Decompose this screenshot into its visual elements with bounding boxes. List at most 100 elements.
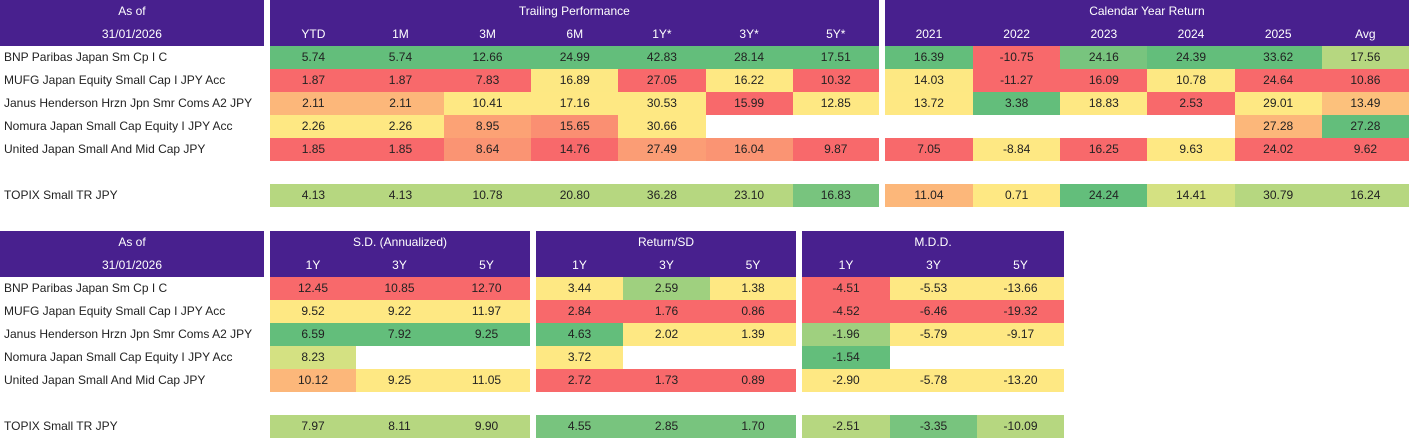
col-header-mdd: 1Y [802,254,890,277]
calendar-value: 24.39 [1147,46,1235,69]
trailing-value [705,115,793,138]
sd-value: 9.90 [443,415,530,438]
trailing-value: 27.05 [618,69,706,92]
perf-header-columns: 31/01/2026 YTD 1M 3M 6M 1Y* 3Y* 5Y* 2021 2022 202… [0,23,1409,46]
trailing-value: 20.80 [531,184,619,207]
col-header-trailing: YTD [269,23,357,46]
trailing-value: 2.26 [356,115,444,138]
trailing-value: 9.87 [792,138,879,161]
return-sd-value: 1.38 [710,277,796,300]
calendar-value: 18.83 [1060,92,1148,115]
return-sd-value [710,346,796,369]
benchmark-row: TOPIX Small TR JPY 4.13 4.13 10.78 20.80 36.2… [0,184,1409,207]
perf-header-groups: As of Trailing Performance Calendar Year… [0,0,1409,23]
mdd-value [977,346,1064,369]
return-sd-value: 1.73 [623,369,710,392]
trailing-value: 1.85 [269,138,357,161]
calendar-value: 33.62 [1234,46,1322,69]
sd-value [356,346,443,369]
trailing-value: 10.32 [792,69,879,92]
calendar-value: 16.24 [1321,184,1409,207]
col-header-mdd: 3Y [890,254,977,277]
col-header-sd: 1Y [270,254,356,277]
col-header-calendar: Avg [1321,23,1409,46]
return-sd-value: 2.72 [536,369,623,392]
mdd-value: -4.51 [802,277,890,300]
sd-value: 6.59 [270,323,356,346]
sd-annualized-header: S.D. (Annualized) [270,231,530,254]
col-header-trailing: 1M [356,23,444,46]
return-sd-value: 4.55 [536,415,623,438]
calendar-value: 0.71 [973,184,1061,207]
fund-name: TOPIX Small TR JPY [4,188,118,202]
calendar-value: 27.28 [1321,115,1409,138]
trailing-value: 30.53 [618,92,706,115]
return-sd-value: 2.84 [536,300,623,323]
fund-name: MUFG Japan Equity Small Cap I JPY Acc [4,73,226,87]
mdd-value: -13.20 [977,369,1064,392]
calendar-value: 3.38 [973,92,1061,115]
benchmark-row: TOPIX Small TR JPY 7.97 8.11 9.90 4.55 2.85 1.… [0,415,1064,438]
calendar-value: 14.41 [1147,184,1235,207]
trailing-value: 1.87 [269,69,357,92]
col-header-trailing: 3M [443,23,532,46]
row-spacer [0,392,1064,415]
mdd-value: -5.78 [890,369,977,392]
sd-value: 9.25 [356,369,443,392]
col-header-trailing: 1Y* [618,23,706,46]
calendar-value: 10.86 [1321,69,1409,92]
calendar-value: 17.56 [1321,46,1409,69]
table-row: United Japan Small And Mid Cap JPY 10.12 9… [0,369,1064,392]
return-sd-value: 0.89 [710,369,796,392]
fund-name: BNP Paribas Japan Sm Cp I C [4,281,168,295]
trailing-value: 15.65 [531,115,619,138]
mdd-header: M.D.D. [802,231,1064,254]
trailing-value: 1.87 [356,69,444,92]
return-sd-value: 1.70 [710,415,796,438]
risk-header-groups: As of S.D. (Annualized) Return/SD M.D.D. [0,231,1064,254]
mdd-value: -13.66 [977,277,1064,300]
perf-as-of-label: As of [0,0,264,23]
mdd-value: -1.54 [802,346,890,369]
perf-as-of-date: 31/01/2026 [0,23,264,46]
calendar-value: 24.24 [1060,184,1148,207]
calendar-value [1147,115,1235,138]
calendar-value: 16.25 [1060,138,1148,161]
fund-name: Janus Henderson Hrzn Jpn Smr Coms A2 JPY [4,327,253,341]
risk-as-of-label: As of [0,231,264,254]
mdd-value: -1.96 [802,323,890,346]
col-header-trailing: 3Y* [705,23,793,46]
sd-value: 8.11 [356,415,443,438]
sd-value: 11.97 [443,300,530,323]
sd-value: 12.45 [270,277,356,300]
trailing-performance-header: Trailing Performance [269,0,879,23]
sd-value [443,346,530,369]
return-sd-value: 4.63 [536,323,623,346]
trailing-value: 23.10 [705,184,793,207]
mdd-value: -10.09 [977,415,1064,438]
table-row: Nomura Japan Small Cap Equity I JPY Acc 2… [0,115,1409,138]
mdd-value: -19.32 [977,300,1064,323]
table-row: BNP Paribas Japan Sm Cp I C 5.74 5.74 12.66… [0,46,1409,69]
sd-value: 9.52 [270,300,356,323]
col-header-calendar: 2023 [1060,23,1148,46]
trailing-value: 2.26 [269,115,357,138]
trailing-value: 2.11 [356,92,444,115]
calendar-value: 14.03 [884,69,974,92]
return-sd-value: 1.39 [710,323,796,346]
trailing-value: 12.66 [443,46,532,69]
calendar-value: 7.05 [884,138,974,161]
row-spacer [0,161,1409,184]
calendar-value: 13.49 [1321,92,1409,115]
trailing-value: 8.95 [443,115,532,138]
calendar-value: -11.27 [973,69,1061,92]
calendar-value: 27.28 [1234,115,1322,138]
sd-value: 11.05 [443,369,530,392]
return-sd-value: 0.86 [710,300,796,323]
mdd-value: -5.79 [890,323,977,346]
return-sd-value: 1.76 [623,300,710,323]
mdd-value: -3.35 [890,415,977,438]
trailing-value: 17.16 [531,92,619,115]
trailing-value: 16.22 [705,69,793,92]
trailing-value: 7.83 [443,69,532,92]
